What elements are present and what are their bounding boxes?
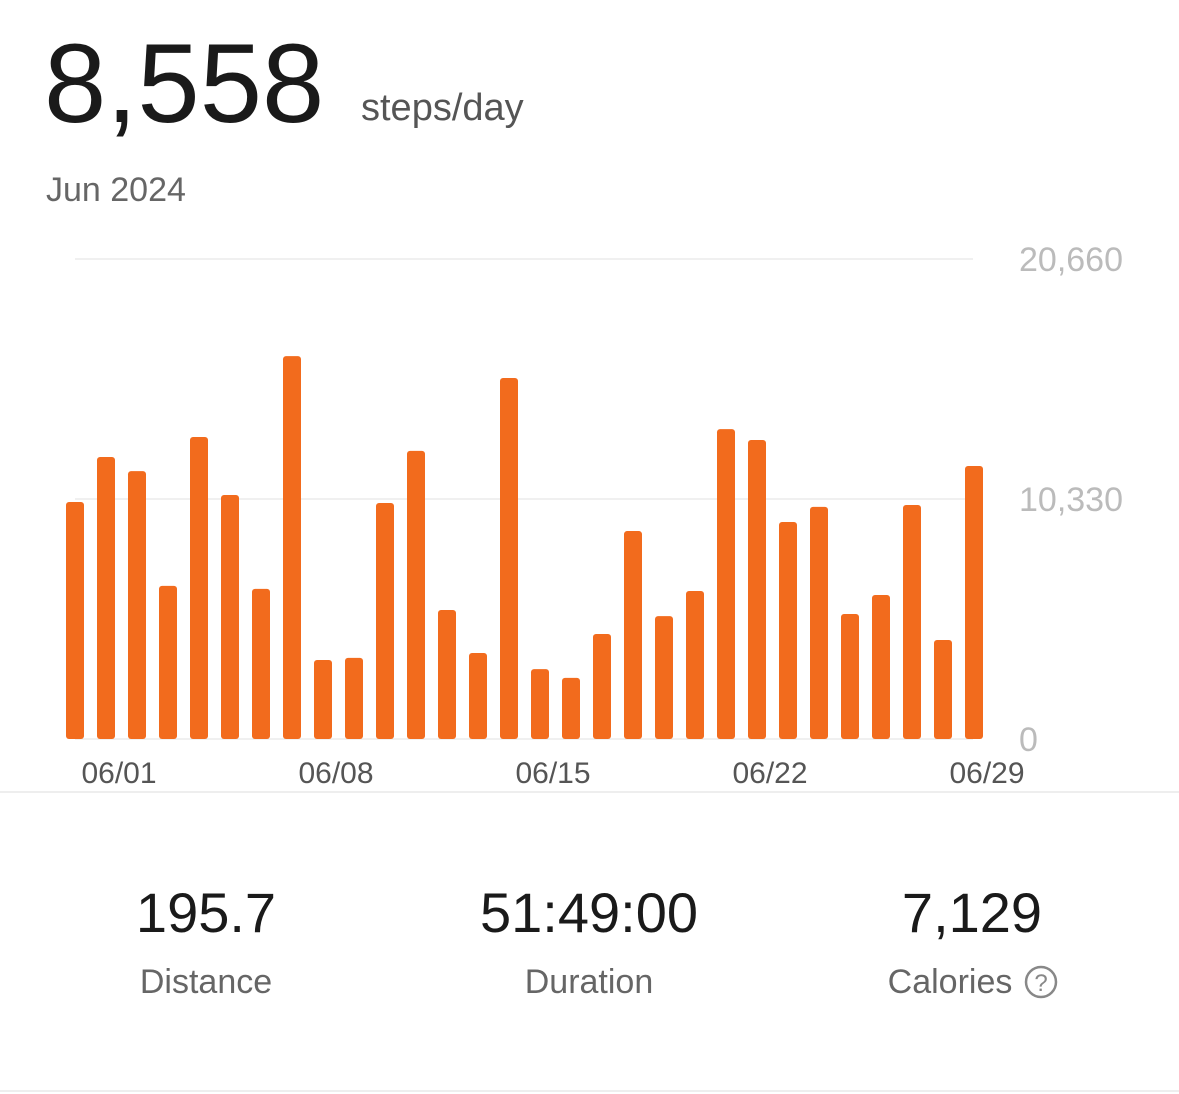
stat-label: Duration	[525, 963, 654, 1001]
x-tick-label: 06/15	[515, 757, 590, 790]
y-tick-label: 10,330	[1019, 481, 1123, 519]
x-tick-label: 06/29	[949, 757, 1024, 790]
y-tick-label: 20,660	[1019, 241, 1123, 279]
help-icon-glyph[interactable]: ?	[1034, 970, 1047, 997]
bar	[159, 585, 177, 739]
bar	[748, 439, 766, 739]
bar	[190, 436, 208, 739]
x-tick-label: 06/08	[298, 757, 373, 790]
bar	[438, 610, 456, 739]
y-tick-label: 0	[1019, 721, 1038, 759]
bar	[562, 677, 580, 739]
bar	[903, 505, 921, 739]
bar	[345, 657, 363, 739]
bar	[624, 531, 642, 739]
bar	[407, 450, 425, 739]
bar	[469, 653, 487, 739]
bar	[314, 660, 332, 739]
bar	[934, 640, 952, 739]
stat-label: Calories	[888, 963, 1013, 1001]
x-tick-label: 06/01	[81, 757, 156, 790]
bar	[655, 616, 673, 739]
bar	[965, 466, 983, 739]
stat-value: 51:49:00	[480, 881, 698, 944]
stat-value: 7,129	[902, 881, 1042, 944]
bar	[686, 591, 704, 739]
bar	[128, 471, 146, 739]
bar	[593, 633, 611, 739]
bar	[97, 456, 115, 739]
period: Jun 2024	[46, 171, 186, 209]
bar	[872, 594, 890, 739]
bar	[841, 614, 859, 739]
bar	[779, 522, 797, 739]
x-tick-label: 06/22	[732, 757, 807, 790]
bar	[500, 377, 518, 739]
average-value: 8,558	[44, 21, 324, 146]
stat-label: Distance	[140, 963, 272, 1001]
bar	[252, 588, 270, 739]
bar	[810, 506, 828, 739]
bar	[66, 502, 84, 739]
bar	[376, 502, 394, 739]
bar	[221, 495, 239, 739]
help-icon[interactable]	[1024, 965, 1058, 999]
stat-value: 195.7	[136, 881, 276, 944]
unit: steps/day	[361, 87, 524, 129]
bar	[717, 429, 735, 739]
bar	[283, 356, 301, 739]
bar	[531, 669, 549, 739]
